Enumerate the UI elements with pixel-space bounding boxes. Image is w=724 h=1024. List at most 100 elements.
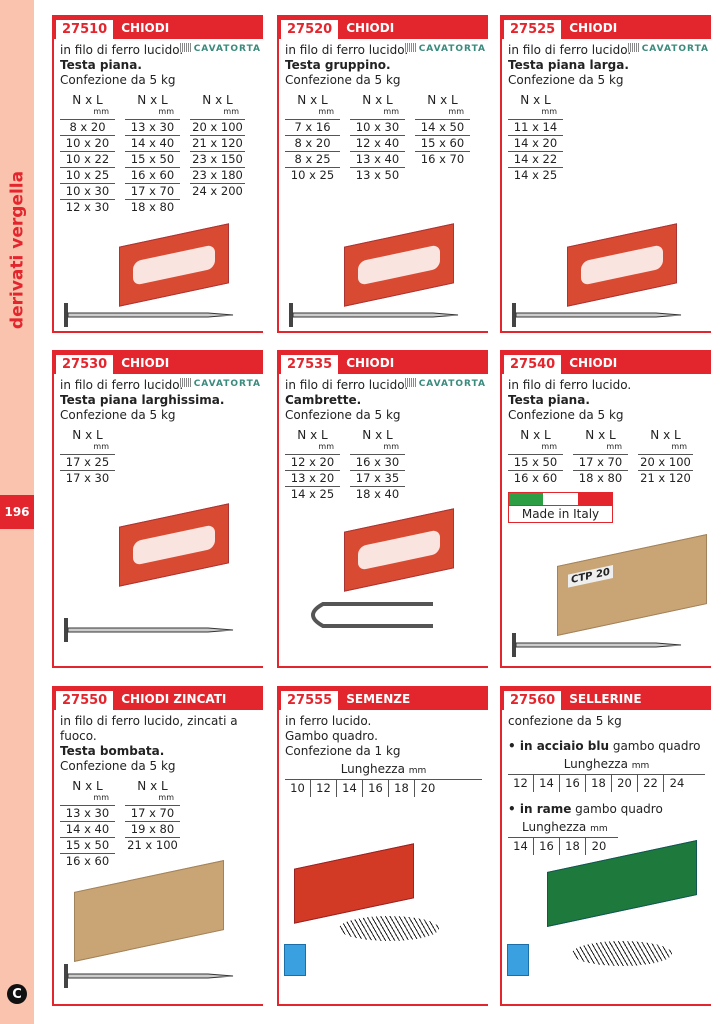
description-line: Testa gruppino. — [285, 58, 391, 72]
sidebar: derivati vergella 196 C — [0, 0, 34, 1024]
red-box-illustration — [567, 223, 677, 307]
product-title: CHIODI — [346, 356, 395, 370]
size-cell: 17 x 30 — [65, 471, 110, 485]
card-body: in ferro lucido. Gambo quadro. Confezione … — [279, 710, 488, 801]
length-label: Lunghezza mm — [508, 820, 705, 837]
card-body: CAVATORTA in filo di ferro lucido. Testa g… — [279, 39, 488, 187]
length-cell: 22 — [638, 775, 664, 792]
box-label — [132, 244, 216, 286]
size-cell: 10 x 20 — [60, 136, 115, 152]
product-title: CHIODI ZINCATI — [121, 692, 227, 706]
description-line: Testa piana. — [508, 393, 590, 407]
column-unit: mm — [125, 107, 180, 120]
card-body: CAVATORTA in filo di ferro lucido. Testa p… — [502, 39, 711, 187]
size-cell: 23 x 180 — [190, 168, 245, 184]
size-cell: 17 x 25 — [60, 455, 115, 471]
description-line: Gambo quadro. — [285, 729, 378, 743]
size-cell: 18 x 40 — [355, 487, 400, 501]
bullet-material: • — [508, 802, 520, 816]
bullet-material: • — [508, 739, 520, 753]
page-number: 196 — [0, 495, 34, 529]
size-cell: 16 x 60 — [513, 471, 558, 485]
column-unit: mm — [125, 793, 180, 806]
product-card-27525: 27525 CHIODI CAVATORTA in filo di ferro luc… — [500, 15, 711, 333]
red-package-illustration — [294, 843, 414, 924]
length-unit: mm — [408, 766, 427, 776]
column-unit: mm — [508, 107, 563, 120]
card-body: confezione da 5 kg • in acciaio blu gambo… — [502, 710, 711, 859]
column-unit: mm — [60, 107, 115, 120]
description-line: in filo di ferro lucido. — [508, 43, 632, 57]
description-line: in filo di ferro lucido. — [285, 43, 409, 57]
nail-illustration — [64, 303, 234, 327]
product-code: 27560 — [504, 691, 562, 710]
column-header: N x L — [650, 428, 681, 442]
column-unit: mm — [573, 442, 628, 455]
description-line: in filo di ferro lucido. — [60, 43, 184, 57]
description-line: Confezione da 5 kg — [60, 408, 176, 422]
size-cell: 16 x 60 — [65, 854, 110, 868]
length-cell: 18 — [560, 838, 586, 855]
length-unit: mm — [590, 824, 608, 834]
column-header: N x L — [297, 93, 328, 107]
card-body: CAVATORTA in filo di ferro lucido. Testa p… — [54, 374, 263, 490]
size-cell: 13 x 30 — [60, 806, 115, 822]
brand-logo: CAVATORTA — [405, 377, 486, 392]
box-label: CTP 20 — [568, 565, 613, 588]
column-header: N x L — [585, 428, 616, 442]
brand-logo: CAVATORTA — [405, 42, 486, 57]
size-cell: 18 x 80 — [130, 200, 175, 214]
product-title: SELLERINE — [569, 692, 642, 706]
size-cell: 17 x 70 — [125, 806, 180, 822]
product-card-27510: 27510 CHIODI CAVATORTA in filo di ferro luc… — [52, 15, 263, 333]
flag-stripe — [543, 493, 578, 505]
size-cell: 14 x 25 — [290, 487, 335, 501]
material-detail: gambo quadro — [609, 739, 701, 753]
column-unit: mm — [415, 107, 470, 120]
nail-illustration — [512, 303, 682, 327]
column-header: N x L — [427, 93, 458, 107]
size-cell: 16 x 70 — [420, 152, 465, 166]
card-header: 27520 CHIODI — [277, 15, 488, 39]
red-box-illustration — [344, 223, 454, 307]
column-header: N x L — [362, 93, 393, 107]
product-code: 27555 — [281, 691, 339, 710]
description-line: Confezione da 1 kg — [285, 744, 401, 758]
length-cell: 12 — [508, 775, 534, 792]
size-cell: 7 x 16 — [285, 120, 340, 136]
description-line: in filo di ferro lucido. — [285, 378, 409, 392]
size-cell: 10 x 22 — [60, 152, 115, 168]
brand-logo: CAVATORTA — [180, 42, 261, 57]
tacks-pile-illustration — [339, 916, 439, 941]
card-header: 27560 SELLERINE — [500, 686, 711, 710]
description-line: confezione da 5 kg — [508, 714, 622, 728]
column-header: N x L — [362, 428, 393, 442]
description-line: in filo di ferro lucido. — [508, 378, 632, 392]
box-label — [357, 244, 441, 286]
product-code: 27530 — [56, 355, 114, 374]
column-header: N x L — [72, 779, 103, 793]
length-cell: 24 — [669, 776, 685, 790]
size-cell: 13 x 50 — [355, 168, 400, 182]
cardboard-box-illustration — [74, 860, 224, 962]
column-header: N x L — [137, 93, 168, 107]
size-cell: 10 x 30 — [60, 184, 115, 200]
product-card-27540: 27540 CHIODI in filo di ferro lucido. Testa… — [500, 350, 711, 668]
size-cell: 23 x 150 — [190, 152, 245, 168]
product-code: 27535 — [281, 355, 339, 374]
size-cell: 12 x 30 — [65, 200, 110, 214]
box-label — [132, 524, 216, 566]
product-title: SEMENZE — [346, 692, 411, 706]
size-cell: 17 x 35 — [350, 471, 405, 487]
size-cell: 16 x 60 — [125, 168, 180, 184]
size-cell: 21 x 120 — [640, 471, 691, 485]
column-header: N x L — [72, 428, 103, 442]
length-cell: 10 — [285, 780, 311, 797]
